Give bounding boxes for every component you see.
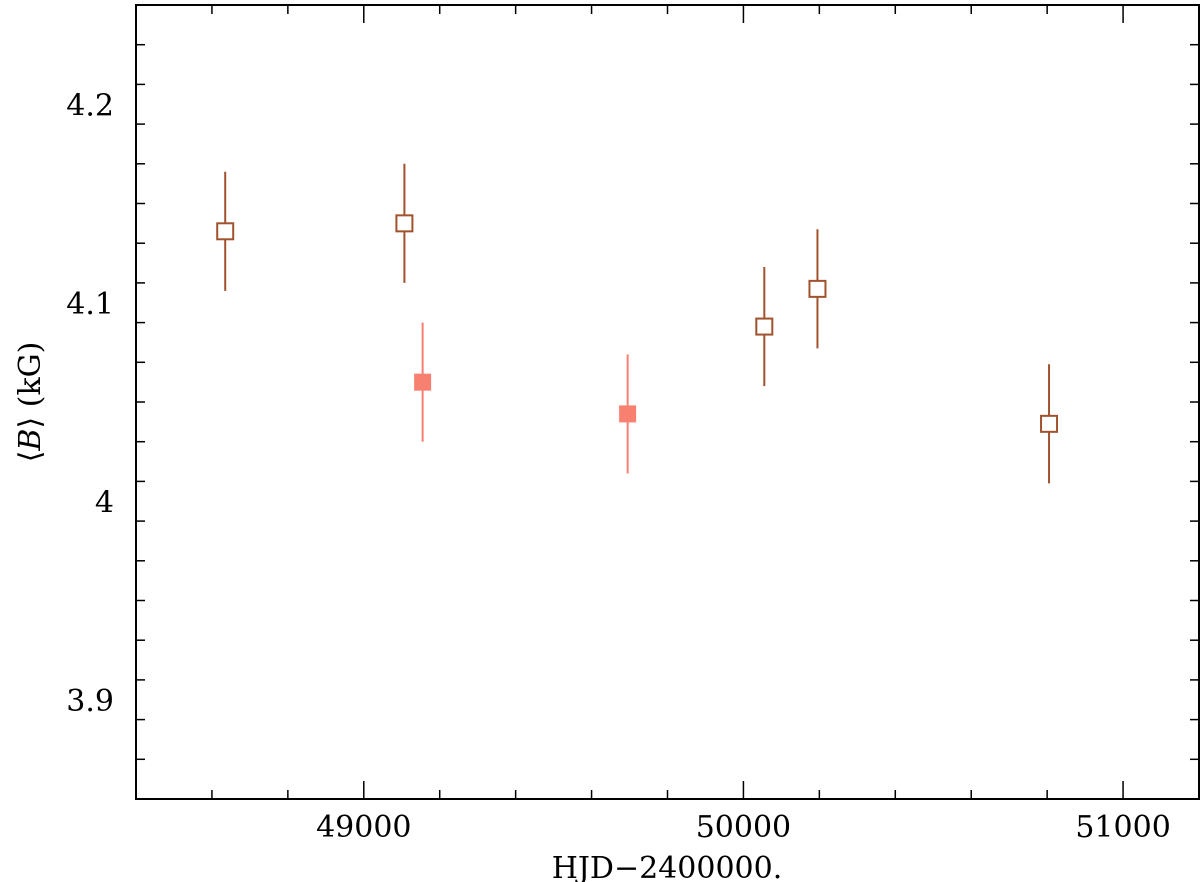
y-tick-labels: 3.9 4 4.1 4.2 <box>66 88 114 719</box>
x-tick-label: 50000 <box>696 810 791 845</box>
y-tick-label: 4.1 <box>66 287 114 322</box>
data-points <box>216 163 1059 484</box>
data-point-open <box>1040 414 1059 433</box>
data-point-open <box>216 222 235 241</box>
y-tick-label: 4 <box>95 485 114 520</box>
data-point-open <box>755 317 774 336</box>
y-axis-label-open: ⟨ <box>13 451 48 463</box>
y-tick-label: 3.9 <box>66 684 114 719</box>
data-point-open <box>808 279 827 298</box>
x-tick-labels: 49000 50000 51000 <box>316 810 1171 845</box>
y-axis-label-var: B <box>13 429 48 452</box>
data-point-filled <box>619 405 637 423</box>
plot-frame <box>135 4 1200 800</box>
y-axis-label-close: ⟩ <box>13 417 48 429</box>
y-axis-label: ⟨B⟩ (kG) <box>13 342 48 463</box>
axis-ticks <box>136 5 1199 799</box>
x-tick-label: 49000 <box>316 810 411 845</box>
y-tick-label: 4.2 <box>66 88 114 123</box>
x-axis-label: HJD−2400000. <box>552 851 783 882</box>
data-point-filled <box>414 373 432 391</box>
y-axis-label-unit: (kG) <box>13 342 48 417</box>
data-point-open <box>395 214 414 233</box>
x-tick-label: 51000 <box>1075 810 1170 845</box>
